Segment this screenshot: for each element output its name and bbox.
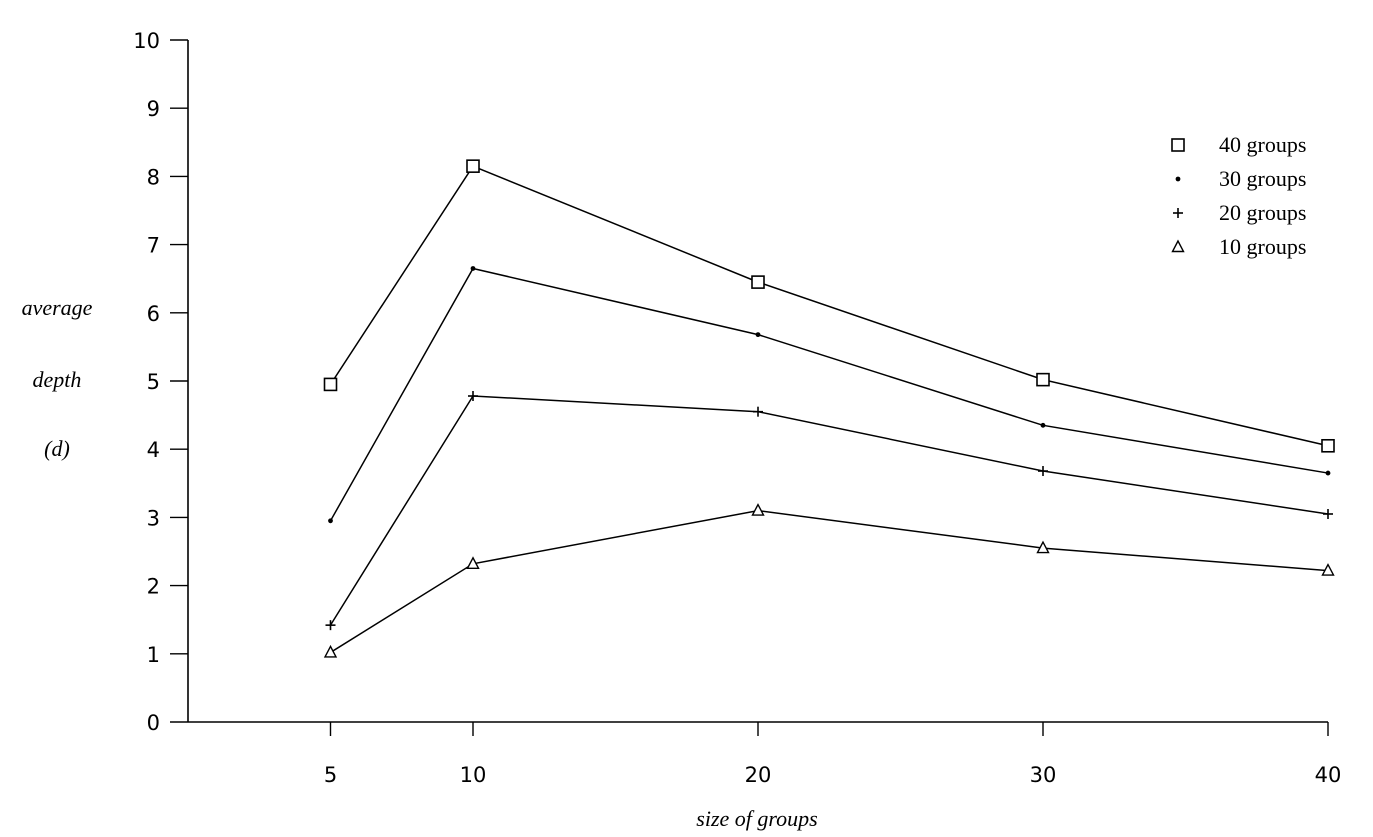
legend-marker bbox=[1173, 208, 1183, 218]
legend-label: 10 groups bbox=[1219, 234, 1306, 259]
data-point-10-groups bbox=[1036, 540, 1050, 554]
y-tick-label: 10 bbox=[133, 29, 160, 53]
y-axis-title: (d) bbox=[44, 436, 70, 461]
y-tick-label: 3 bbox=[147, 506, 160, 530]
legend-label: 20 groups bbox=[1219, 200, 1306, 225]
y-tick-label: 4 bbox=[147, 438, 160, 462]
y-tick-label: 9 bbox=[147, 97, 160, 121]
x-tick-label: 20 bbox=[745, 763, 772, 787]
data-point-30-groups bbox=[755, 332, 761, 338]
data-point-20-groups bbox=[325, 620, 336, 631]
x-tick-label: 30 bbox=[1030, 763, 1057, 787]
y-tick-label: 8 bbox=[147, 165, 160, 189]
x-tick-label: 40 bbox=[1315, 763, 1342, 787]
legend-label: 30 groups bbox=[1219, 166, 1306, 191]
data-point-20-groups bbox=[1038, 466, 1048, 477]
legend-item: 40 groups bbox=[1171, 132, 1306, 157]
data-point-30-groups bbox=[1040, 422, 1046, 428]
series-line-10-groups bbox=[330, 509, 1329, 654]
series-30-groups bbox=[328, 266, 1331, 524]
data-point-30-groups bbox=[328, 518, 333, 524]
legend-label: 40 groups bbox=[1219, 132, 1306, 157]
plot-area bbox=[323, 159, 1335, 658]
x-tick-label: 10 bbox=[460, 763, 487, 787]
x-axis-title: size of groups bbox=[696, 806, 817, 831]
data-point-40-groups bbox=[466, 159, 480, 173]
y-tick-label: 6 bbox=[147, 302, 160, 326]
series-line-20-groups bbox=[329, 395, 1329, 626]
data-point-20-groups bbox=[1323, 508, 1333, 519]
data-point-30-groups bbox=[470, 266, 476, 271]
data-point-40-groups bbox=[323, 377, 338, 392]
axes: 0 1 2 3 4 5 6 7 8 9 10 5 10 20 30 40 size of groups avera… bbox=[22, 29, 1342, 831]
series-40-groups bbox=[323, 159, 1335, 453]
y-tick-label: 5 bbox=[147, 370, 160, 394]
y-tick-label: 7 bbox=[147, 234, 160, 258]
data-point-10-groups bbox=[751, 503, 765, 516]
data-point-40-groups bbox=[1321, 438, 1335, 453]
series-10-groups bbox=[323, 503, 1335, 658]
legend: 40 groups 30 groups 20 groups 10 groups bbox=[1171, 132, 1306, 259]
y-axis-title: average bbox=[22, 295, 93, 320]
series-20-groups bbox=[325, 391, 1333, 631]
y-tick-label: 0 bbox=[147, 711, 160, 735]
legend-item: 30 groups bbox=[1175, 166, 1306, 191]
data-point-40-groups bbox=[751, 275, 765, 289]
data-point-10-groups bbox=[1321, 563, 1335, 576]
x-tick-label: 5 bbox=[324, 763, 337, 787]
y-tick-label: 1 bbox=[147, 643, 160, 667]
y-tick-label: 2 bbox=[147, 575, 160, 599]
data-point-30-groups bbox=[1325, 470, 1331, 476]
data-point-40-groups bbox=[1036, 372, 1050, 387]
legend-item: 10 groups bbox=[1171, 234, 1306, 259]
data-point-10-groups bbox=[466, 556, 480, 569]
data-point-10-groups bbox=[323, 644, 338, 658]
data-point-20-groups bbox=[753, 406, 763, 417]
data-point-20-groups bbox=[468, 391, 478, 402]
legend-marker bbox=[1175, 176, 1181, 182]
legend-item: 20 groups bbox=[1173, 200, 1306, 225]
y-axis-title: depth bbox=[33, 367, 82, 392]
legend-marker bbox=[1171, 138, 1185, 152]
legend-marker bbox=[1171, 239, 1185, 253]
